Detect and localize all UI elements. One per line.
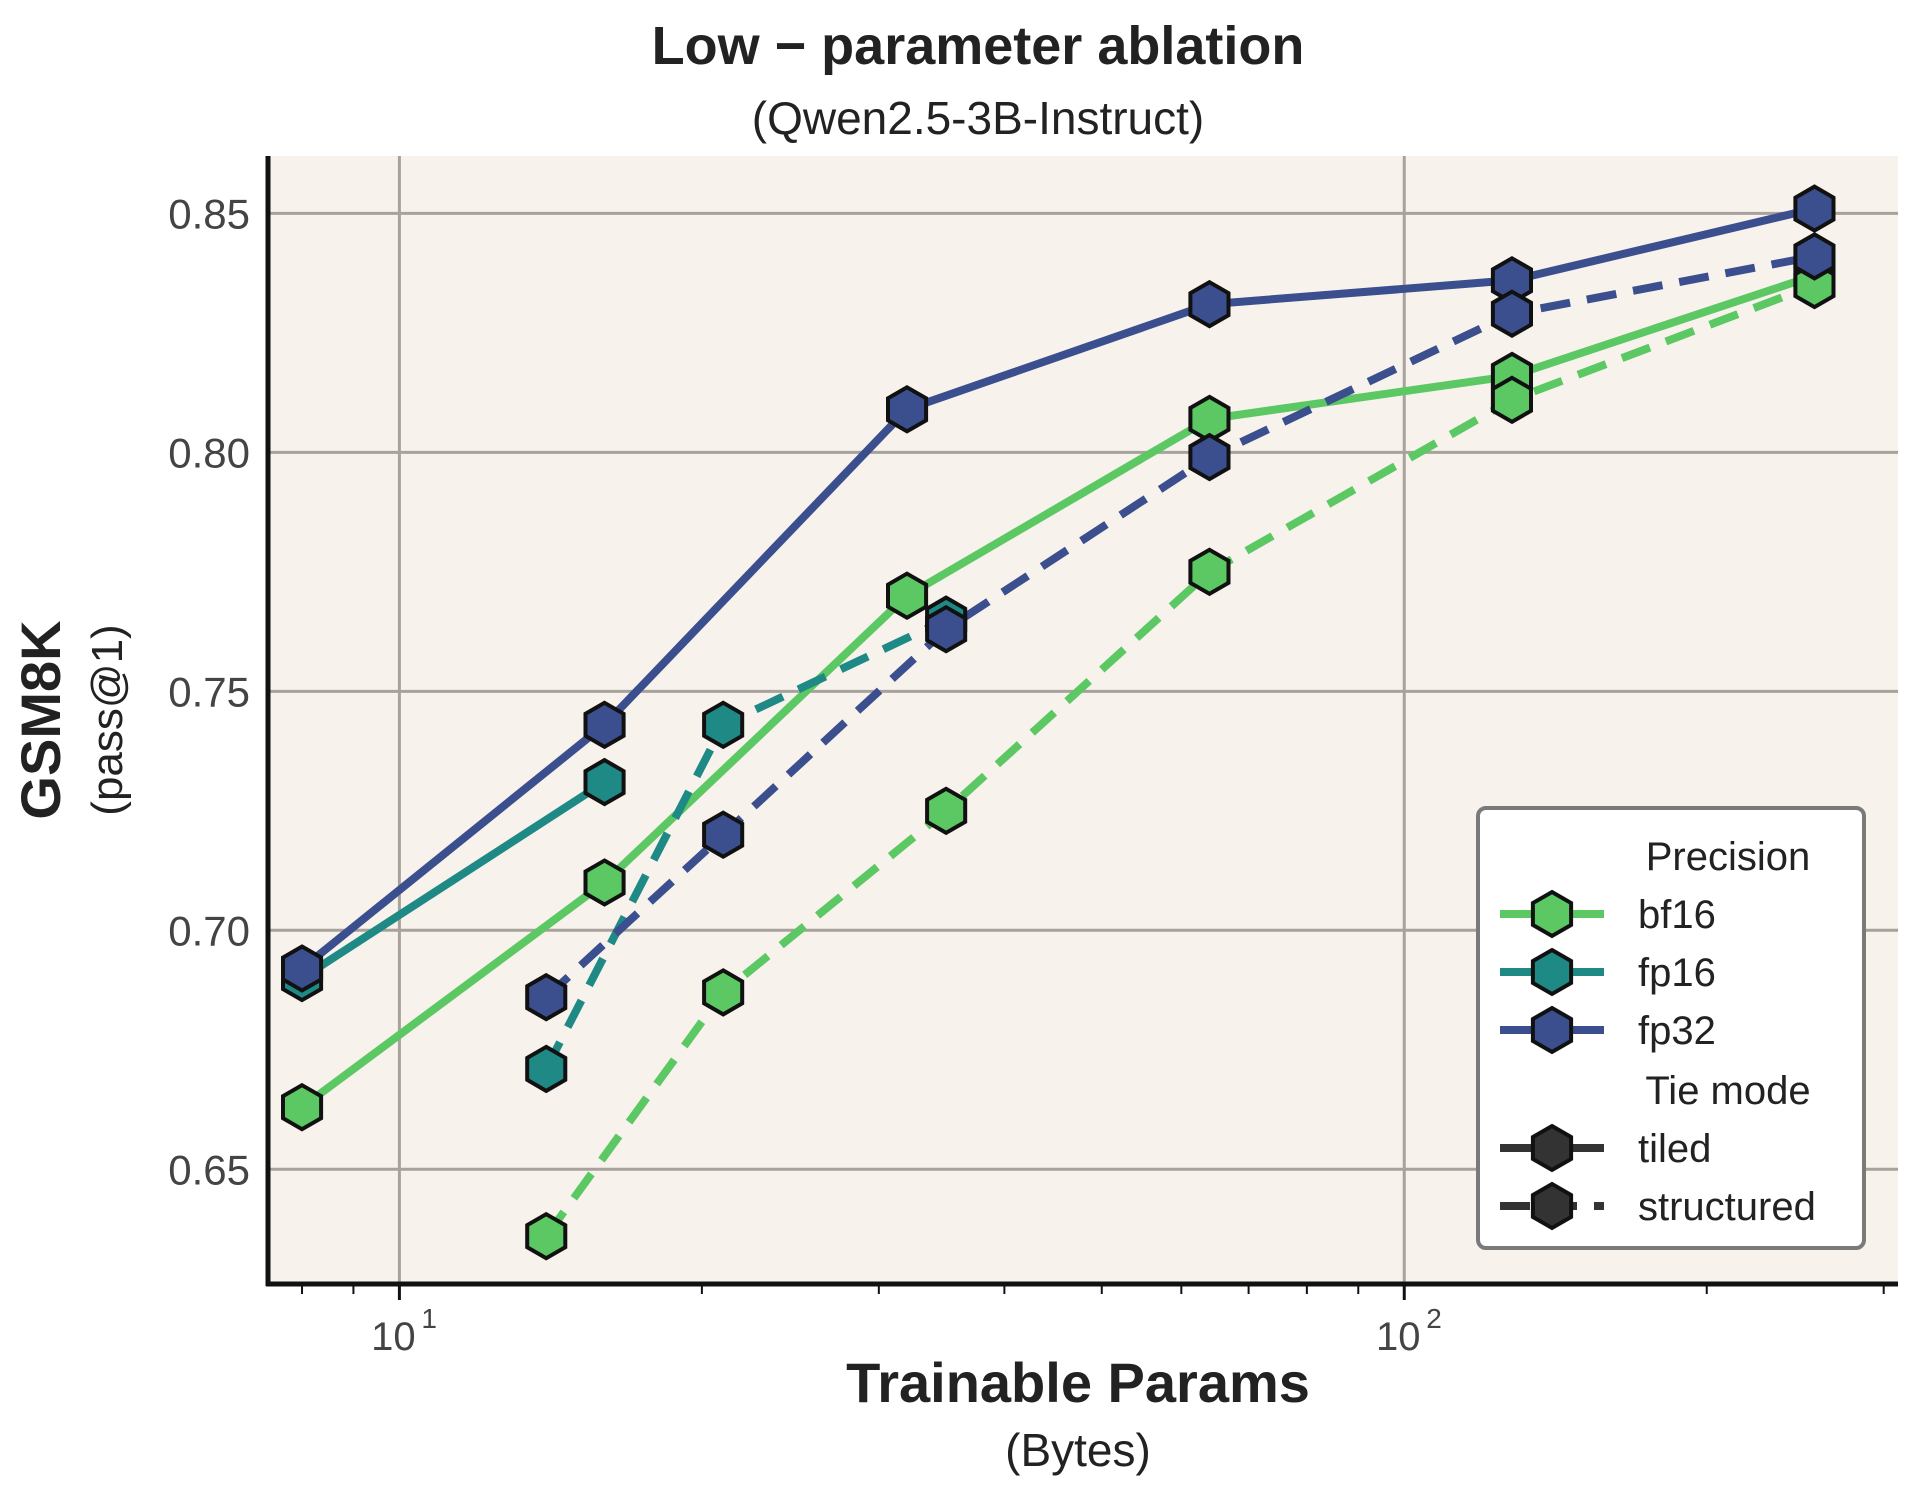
chart-title: Low − parameter ablation xyxy=(652,16,1305,76)
marker-bf16-tiled xyxy=(886,571,929,621)
marker-fp32-structured xyxy=(925,604,968,654)
marker-bf16-structured xyxy=(702,968,745,1017)
marker-bf16-structured xyxy=(925,786,968,836)
legend-label-tiled: tiled xyxy=(1638,1127,1711,1171)
marker-fp32-structured xyxy=(525,972,568,1022)
y-tick-label: 0.65 xyxy=(168,1146,250,1193)
legend-label-structured: structured xyxy=(1638,1185,1816,1229)
marker-fp32-tiled xyxy=(1793,184,1836,233)
marker-fp32-tiled xyxy=(281,944,324,993)
legend-marker-structured xyxy=(1530,1181,1574,1231)
series-markers xyxy=(281,184,1836,1261)
marker-bf16-structured xyxy=(1188,547,1231,597)
marker-fp32-structured xyxy=(1793,232,1836,281)
legend-marker-fp32 xyxy=(1530,1005,1574,1055)
y-tick-label: 0.70 xyxy=(168,907,250,954)
marker-fp16-structured xyxy=(702,700,745,750)
y-tick-labels: 0.65 0.70 0.75 0.80 0.85 xyxy=(168,190,250,1193)
marker-bf16-structured xyxy=(525,1211,568,1261)
legend-label-fp32: fp32 xyxy=(1638,1009,1716,1053)
series-line-fp16-tiled xyxy=(299,778,607,982)
y-axis-label: GSM8K xyxy=(9,620,72,819)
marker-bf16-structured xyxy=(1490,375,1533,425)
x-tick-label-exponent: 2 xyxy=(1426,1303,1442,1334)
marker-fp32-structured xyxy=(1188,432,1231,482)
y-tick-label: 0.75 xyxy=(168,668,250,715)
legend-marker-fp16 xyxy=(1530,947,1574,997)
legend-marker-bf16 xyxy=(1530,889,1574,939)
marker-fp32-tiled xyxy=(583,700,626,750)
legend-label-bf16: bf16 xyxy=(1638,893,1716,937)
y-tick-label: 0.85 xyxy=(168,190,250,237)
axes xyxy=(265,156,1898,1300)
y-axis-sublabel: (pass@1) xyxy=(83,624,132,815)
series-line-bf16-tiled xyxy=(299,271,1816,1111)
x-axis-label: Trainable Params xyxy=(846,1351,1310,1414)
legend-marker-tiled xyxy=(1530,1123,1574,1173)
x-axis-sublabel: (Bytes) xyxy=(1005,1424,1151,1476)
marker-fp32-tiled xyxy=(1188,279,1231,329)
marker-fp16-tiled xyxy=(583,757,626,807)
legend-tie-title: Tie mode xyxy=(1645,1069,1810,1113)
marker-fp16-structured xyxy=(525,1044,568,1094)
legend: Precision bf16 fp16 fp32 Tie mode tiled str… xyxy=(1476,806,1866,1250)
marker-bf16-tiled xyxy=(583,858,626,907)
x-tick-labels: 10 1 10 2 xyxy=(371,1303,1442,1359)
marker-bf16-tiled xyxy=(281,1082,324,1132)
legend-label-fp16: fp16 xyxy=(1638,951,1716,995)
chart-subtitle: (Qwen2.5-3B-Instruct) xyxy=(752,92,1204,144)
x-tick-label-base: 10 xyxy=(371,1315,416,1359)
series-line-fp32-structured xyxy=(543,252,1816,1001)
series-line-fp32-tiled xyxy=(299,204,1816,972)
x-tick-label-base: 10 xyxy=(1376,1315,1421,1359)
y-tick-label: 0.80 xyxy=(168,429,250,476)
marker-fp32-structured xyxy=(1490,289,1533,339)
series-line-bf16-structured xyxy=(542,281,1816,1239)
marker-fp32-tiled xyxy=(886,384,929,434)
marker-fp32-structured xyxy=(702,810,745,860)
legend-precision-title: Precision xyxy=(1646,835,1811,879)
x-tick-label-exponent: 1 xyxy=(421,1303,437,1334)
